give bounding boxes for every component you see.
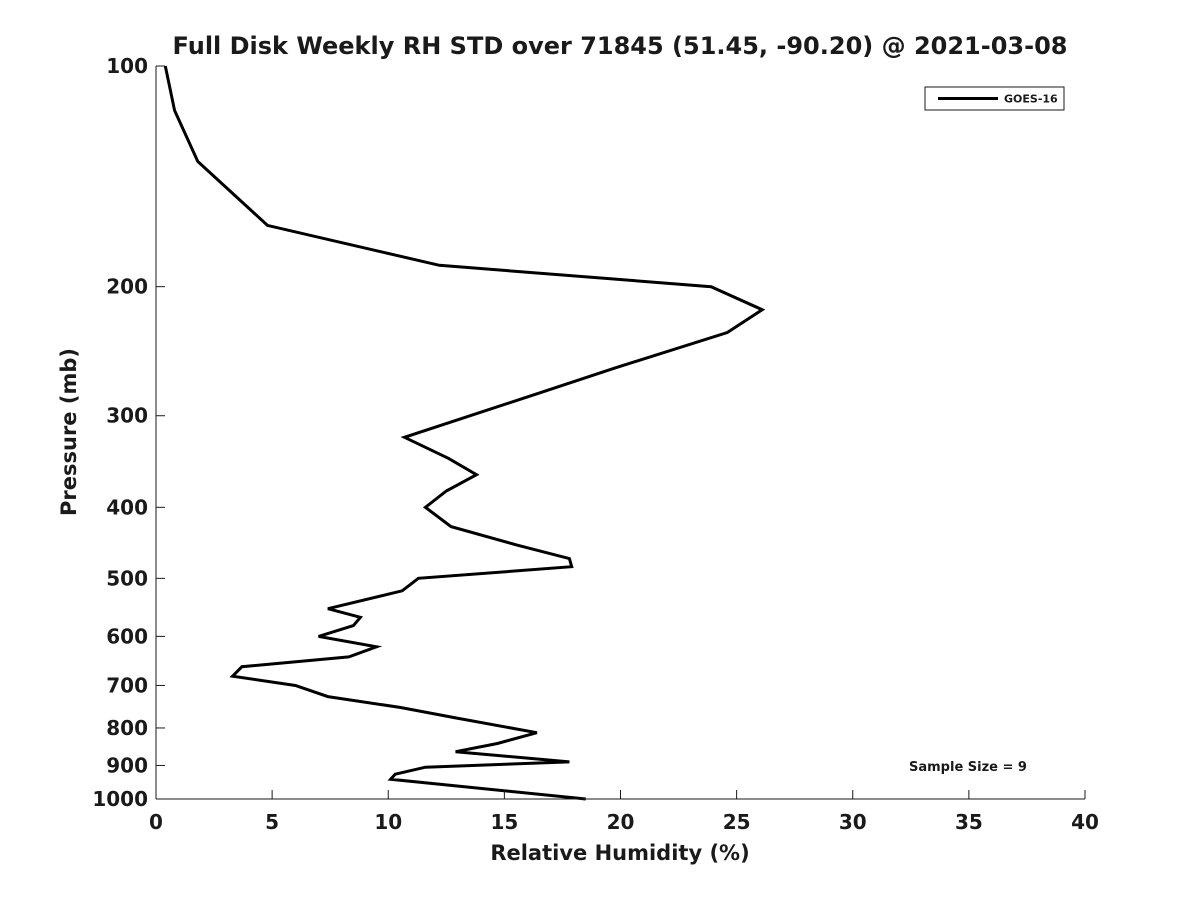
sample-size-annotation: Sample Size = 9 xyxy=(909,760,1027,775)
x-tick-label: 10 xyxy=(374,810,402,834)
legend-label-goes-16: GOES-16 xyxy=(1004,93,1058,106)
y-axis-label: Pressure (mb) xyxy=(57,348,81,516)
x-tick-label: 20 xyxy=(607,810,635,834)
plot-area xyxy=(163,65,766,801)
x-tick-label: 25 xyxy=(723,810,751,834)
y-tick-label: 800 xyxy=(106,716,148,740)
series-line-goes-16 xyxy=(163,65,766,801)
x-tick-label: 15 xyxy=(490,810,518,834)
y-tick-label: 500 xyxy=(106,566,148,590)
y-tick-label: 600 xyxy=(106,624,148,648)
x-axis-label: Relative Humidity (%) xyxy=(490,841,749,865)
y-tick-label: 400 xyxy=(106,495,148,519)
x-tick-label: 0 xyxy=(149,810,163,834)
x-tick-label: 30 xyxy=(839,810,867,834)
x-tick-label: 5 xyxy=(265,810,279,834)
x-axis: 0 5 10 15 20 25 30 35 40 xyxy=(149,790,1099,834)
x-tick-label: 35 xyxy=(955,810,983,834)
y-tick-label: 300 xyxy=(106,404,148,428)
chart-title: Full Disk Weekly RH STD over 71845 (51.4… xyxy=(173,32,1068,60)
y-tick-label: 200 xyxy=(106,275,148,299)
y-tick-label: 700 xyxy=(106,673,148,697)
y-axis: 100 200 300 400 500 600 700 800 900 1000 xyxy=(92,54,165,811)
y-tick-label: 100 xyxy=(106,54,148,78)
y-tick-label: 900 xyxy=(106,753,148,777)
y-tick-label: 1000 xyxy=(92,787,148,811)
legend: GOES-16 xyxy=(924,86,1065,111)
x-tick-label: 40 xyxy=(1071,810,1099,834)
